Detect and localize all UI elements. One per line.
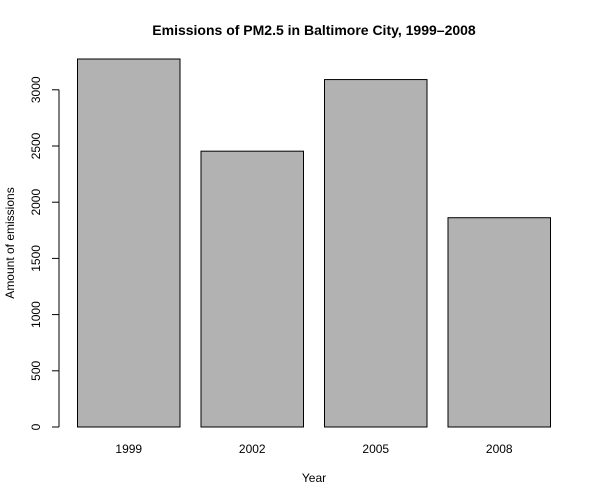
x-category-label: 1999 (115, 442, 142, 456)
x-category-label: 2008 (486, 442, 513, 456)
bar-2005 (323, 79, 428, 428)
bar-1999 (76, 58, 181, 428)
y-tick-label: 2000 (29, 189, 43, 216)
y-tick-label: 0 (29, 423, 43, 430)
y-tick-label: 2500 (29, 132, 43, 159)
y-tick-label: 3000 (29, 76, 43, 103)
y-tick-label: 1000 (29, 301, 43, 328)
x-category-labels: 1999 2002 2005 2008 (115, 442, 513, 456)
y-axis-label: Amount of emissions (3, 187, 17, 298)
y-tick-label: 1500 (29, 245, 43, 272)
y-tick-label: 500 (29, 360, 43, 380)
bars (76, 58, 552, 428)
x-axis-label: Year (302, 471, 326, 485)
bar-2008 (447, 217, 552, 428)
chart-title: Emissions of PM2.5 in Baltimore City, 19… (152, 22, 476, 38)
y-axis: 0 500 1000 1500 2000 2500 3000 (29, 76, 60, 430)
x-category-label: 2002 (239, 442, 266, 456)
x-category-label: 2005 (362, 442, 389, 456)
bar-2002 (200, 150, 305, 428)
